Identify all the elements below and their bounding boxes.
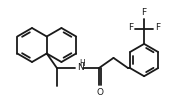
- Text: F: F: [142, 8, 147, 17]
- Text: H: H: [79, 59, 85, 68]
- Text: F: F: [128, 23, 133, 32]
- Text: F: F: [155, 23, 160, 32]
- Text: O: O: [97, 88, 104, 97]
- Text: N: N: [77, 63, 83, 72]
